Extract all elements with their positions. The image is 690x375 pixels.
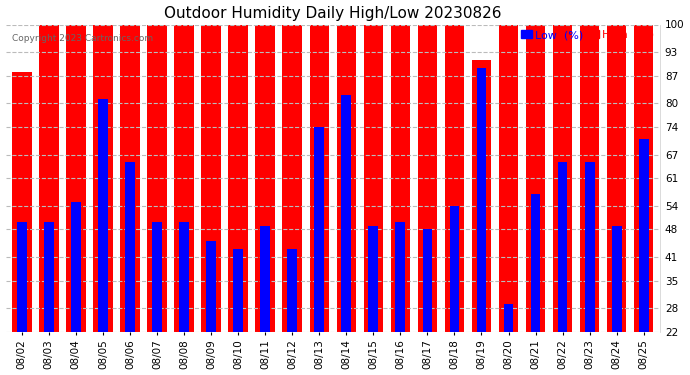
Bar [337,24,356,332]
Bar [639,139,649,332]
Bar [228,24,248,332]
Bar [450,206,460,332]
Bar [120,24,139,332]
Bar [71,202,81,332]
Bar [558,162,567,332]
Bar [612,225,622,332]
Bar [125,162,135,332]
Bar [201,24,221,332]
Bar [179,222,189,332]
Bar [17,222,27,332]
Bar [98,99,108,332]
Legend: Low  (%), High  (%): Low (%), High (%) [521,30,654,40]
Bar [206,241,216,332]
Bar [364,24,383,332]
Bar [93,24,112,332]
Bar [395,222,405,332]
Bar [310,24,329,332]
Bar [472,60,491,332]
Bar [634,24,653,332]
Bar [260,225,270,332]
Bar [607,24,627,332]
Bar [282,24,302,332]
Bar [44,222,54,332]
Bar [499,24,518,332]
Bar [255,24,275,332]
Bar [342,96,351,332]
Bar [553,24,572,332]
Bar [12,72,32,332]
Bar [580,24,600,332]
Bar [445,24,464,332]
Text: Copyright 2023 Cartronics.com: Copyright 2023 Cartronics.com [12,34,153,43]
Bar [477,68,486,332]
Bar [368,225,378,332]
Bar [39,24,59,332]
Bar [287,249,297,332]
Title: Outdoor Humidity Daily High/Low 20230826: Outdoor Humidity Daily High/Low 20230826 [164,6,502,21]
Bar [531,194,540,332]
Bar [66,24,86,332]
Bar [233,249,243,332]
Bar [504,304,513,332]
Bar [422,230,432,332]
Bar [417,24,437,332]
Bar [315,127,324,332]
Bar [585,162,595,332]
Bar [526,24,545,332]
Bar [147,24,167,332]
Bar [152,222,162,332]
Bar [175,24,194,332]
Bar [391,24,410,332]
